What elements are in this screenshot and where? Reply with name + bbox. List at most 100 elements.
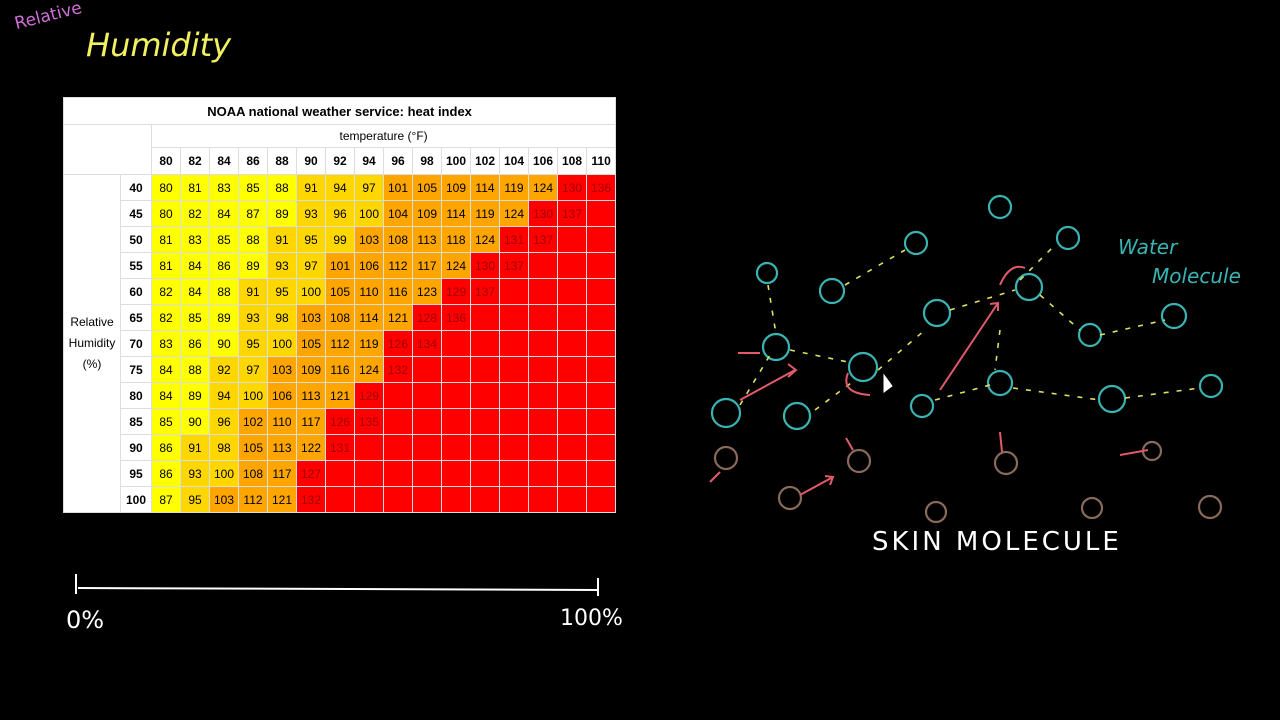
heat-index-cell: 90 bbox=[209, 330, 239, 357]
heat-index-cell: 113 bbox=[296, 382, 326, 409]
humidity-header: 85 bbox=[120, 408, 152, 435]
heat-index-cell bbox=[441, 434, 471, 461]
heat-index-cell: 137 bbox=[528, 226, 558, 253]
heat-index-cell: 108 bbox=[238, 460, 268, 487]
heat-index-cell: 113 bbox=[412, 226, 442, 253]
heat-index-cell bbox=[528, 460, 558, 487]
heat-index-cell: 129 bbox=[354, 382, 384, 409]
corner bbox=[63, 124, 152, 175]
heat-index-cell: 84 bbox=[180, 278, 210, 305]
heat-index-cell bbox=[441, 460, 471, 487]
heat-index-cell bbox=[470, 304, 500, 331]
heat-index-cell bbox=[499, 382, 529, 409]
temperature-header: 88 bbox=[267, 147, 297, 175]
heat-index-cell: 112 bbox=[238, 486, 268, 513]
humidity-header: 45 bbox=[120, 200, 152, 227]
heat-index-cell: 114 bbox=[354, 304, 384, 331]
heat-index-cell: 93 bbox=[238, 304, 268, 331]
heat-index-cell: 91 bbox=[267, 226, 297, 253]
heat-index-cell bbox=[325, 460, 355, 487]
heat-index-cell bbox=[441, 486, 471, 513]
temperature-header: 106 bbox=[528, 147, 558, 175]
scale-max: 100% bbox=[560, 606, 623, 631]
heat-index-cell: 121 bbox=[325, 382, 355, 409]
humidity-header: 90 bbox=[120, 434, 152, 461]
heat-index-cell bbox=[528, 330, 558, 357]
heat-index-cell bbox=[557, 460, 587, 487]
heat-index-cell bbox=[585, 486, 617, 513]
heat-index-cell: 95 bbox=[180, 486, 210, 513]
heat-index-cell bbox=[470, 408, 500, 435]
heat-index-cell: 99 bbox=[325, 226, 355, 253]
heat-index-cell bbox=[557, 356, 587, 383]
heat-index-cell: 137 bbox=[557, 200, 587, 227]
heat-index-cell: 130 bbox=[528, 200, 558, 227]
humidity-header: 70 bbox=[120, 330, 152, 357]
heat-index-cell: 93 bbox=[267, 252, 297, 279]
heat-index-cell: 103 bbox=[267, 356, 297, 383]
heat-index-cell: 103 bbox=[209, 486, 239, 513]
humidity-header: 55 bbox=[120, 252, 152, 279]
heat-index-cell: 88 bbox=[238, 226, 268, 253]
heat-index-cell: 137 bbox=[499, 252, 529, 279]
heat-index-cell bbox=[585, 252, 617, 279]
heat-index-cell: 121 bbox=[383, 304, 413, 331]
heat-index-cell bbox=[585, 434, 617, 461]
heat-index-cell: 92 bbox=[209, 356, 239, 383]
heat-index-cell: 96 bbox=[325, 200, 355, 227]
heat-index-cell: 87 bbox=[238, 200, 268, 227]
temperature-header: 102 bbox=[470, 147, 500, 175]
table-title: NOAA national weather service: heat inde… bbox=[62, 97, 617, 125]
temperature-header: 96 bbox=[383, 147, 413, 175]
heat-index-cell: 124 bbox=[441, 252, 471, 279]
heat-index-cell: 122 bbox=[296, 434, 326, 461]
heat-index-cell bbox=[412, 382, 442, 409]
heat-index-cell bbox=[383, 408, 413, 435]
heat-index-cell: 101 bbox=[383, 174, 413, 201]
heat-index-cell: 105 bbox=[325, 278, 355, 305]
heat-index-cell: 100 bbox=[267, 330, 297, 357]
heat-index-cell: 118 bbox=[441, 226, 471, 253]
heat-index-cell: 112 bbox=[383, 252, 413, 279]
heat-index-cell: 98 bbox=[267, 304, 297, 331]
heat-index-cell: 82 bbox=[151, 304, 181, 331]
heat-index-cell: 80 bbox=[151, 200, 181, 227]
heat-index-cell: 124 bbox=[499, 200, 529, 227]
heat-index-cell: 105 bbox=[296, 330, 326, 357]
heat-index-cell: 113 bbox=[267, 434, 297, 461]
heat-index-cell: 136 bbox=[585, 174, 617, 201]
heat-index-cell: 106 bbox=[267, 382, 297, 409]
heat-index-cell: 85 bbox=[151, 408, 181, 435]
temperature-header: 90 bbox=[296, 147, 326, 175]
temperature-header: 84 bbox=[209, 147, 239, 175]
heat-index-cell: 81 bbox=[180, 174, 210, 201]
heat-index-cell bbox=[557, 304, 587, 331]
heat-index-cell: 85 bbox=[180, 304, 210, 331]
heat-index-cell bbox=[557, 382, 587, 409]
heat-index-cell bbox=[470, 486, 500, 513]
heat-index-cell: 100 bbox=[354, 200, 384, 227]
heat-index-cell: 124 bbox=[470, 226, 500, 253]
heat-index-cell: 87 bbox=[151, 486, 181, 513]
heat-index-cell bbox=[557, 434, 587, 461]
humidity-header: 60 bbox=[120, 278, 152, 305]
heat-index-cell: 82 bbox=[180, 200, 210, 227]
heat-index-cell: 114 bbox=[441, 200, 471, 227]
heat-index-cell bbox=[441, 330, 471, 357]
temperature-header: 82 bbox=[180, 147, 210, 175]
heat-index-cell: 89 bbox=[180, 382, 210, 409]
heat-index-cell: 130 bbox=[470, 252, 500, 279]
heat-index-cell: 88 bbox=[267, 174, 297, 201]
heat-index-cell: 80 bbox=[151, 174, 181, 201]
heat-index-cell: 103 bbox=[296, 304, 326, 331]
heat-index-cell: 100 bbox=[238, 382, 268, 409]
humidity-header: 80 bbox=[120, 382, 152, 409]
heat-index-cell bbox=[528, 408, 558, 435]
heat-index-cell: 93 bbox=[296, 200, 326, 227]
heat-index-cell: 84 bbox=[180, 252, 210, 279]
temperature-header: 80 bbox=[151, 147, 181, 175]
heat-index-cell bbox=[412, 460, 442, 487]
heat-index-cell bbox=[470, 434, 500, 461]
heat-index-cell: 110 bbox=[354, 278, 384, 305]
heat-index-cell bbox=[528, 382, 558, 409]
